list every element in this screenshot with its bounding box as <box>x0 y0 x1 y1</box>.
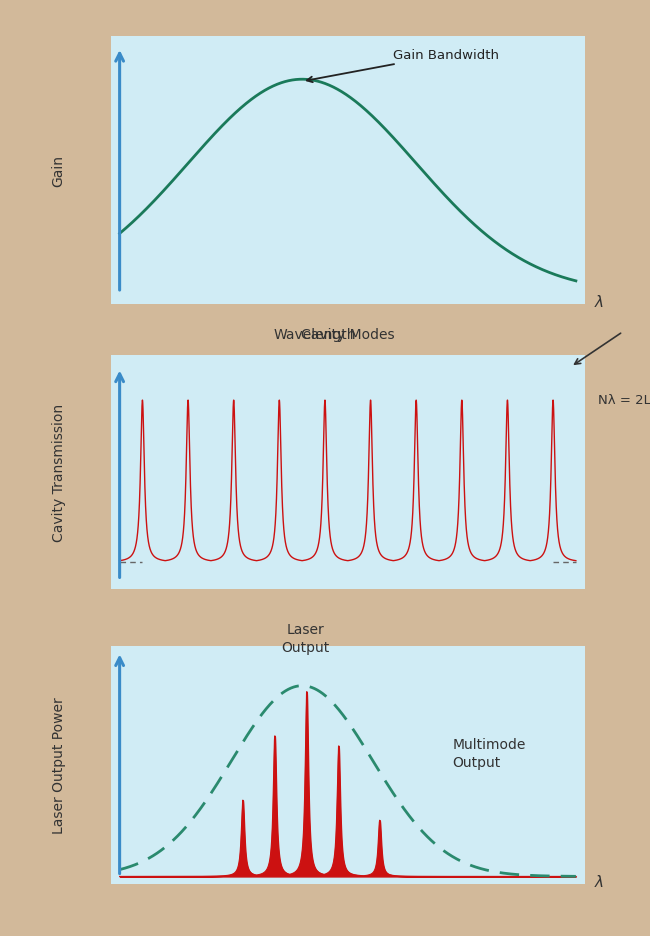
Text: Cavity Transmission: Cavity Transmission <box>51 403 66 542</box>
Text: Gain Bandwidth: Gain Bandwidth <box>307 49 499 83</box>
Text: Wavelength: Wavelength <box>274 328 356 342</box>
Text: Cavity Modes: Cavity Modes <box>301 328 395 342</box>
Text: Multimode
Output: Multimode Output <box>452 737 525 769</box>
Text: λ: λ <box>595 874 604 889</box>
Text: Laser
Output: Laser Output <box>281 622 329 654</box>
Text: Laser Output Power: Laser Output Power <box>51 697 66 833</box>
Text: λ: λ <box>595 295 604 310</box>
Text: Nλ = 2L: Nλ = 2L <box>598 393 650 406</box>
Text: Gain: Gain <box>51 154 66 187</box>
